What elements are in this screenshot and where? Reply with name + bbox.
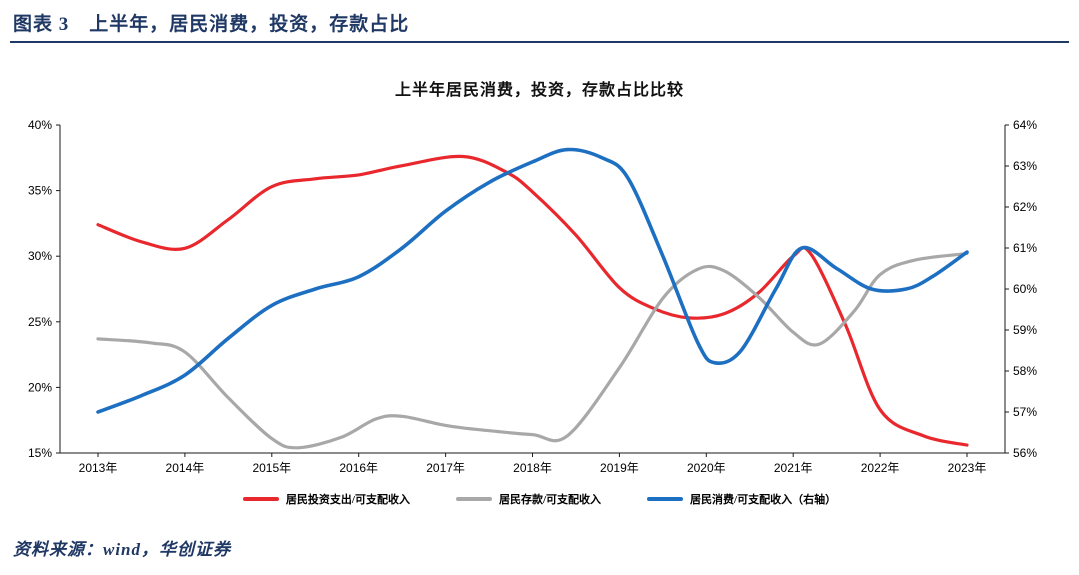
x-axis-tick-label: 2022年 [861, 461, 900, 475]
right-axis-tick-label: 60% [1013, 282, 1037, 296]
left-axis-tick-label: 30% [28, 249, 52, 263]
right-axis-tick-label: 62% [1013, 200, 1037, 214]
legend-label: 居民消费/可支配收入（右轴） [690, 494, 837, 506]
right-axis-tick-label: 58% [1013, 364, 1037, 378]
legend-item: 居民消费/可支配收入（右轴） [647, 491, 836, 507]
x-axis-tick-label: 2013年 [79, 461, 118, 475]
legend-line-swatch [455, 497, 492, 501]
chart-title: 上半年居民消费，投资，存款占比比较 [394, 82, 684, 99]
left-axis-tick-label: 15% [28, 446, 52, 460]
chart-legend: 居民投资支出/可支配收入 居民存款/可支配收入 居民消费/可支配收入（右轴） [0, 491, 1079, 507]
x-axis-tick-label: 2019年 [600, 461, 639, 475]
right-axis-tick-label: 64% [1013, 118, 1037, 132]
right-axis-tick-label: 56% [1013, 446, 1037, 460]
left-axis-tick-label: 25% [28, 315, 52, 329]
x-axis-tick-label: 2020年 [687, 461, 726, 475]
right-axis-tick-label: 57% [1013, 405, 1037, 419]
line-chart: 40% 35% 30% 25% 20% 15% 64% 63% 62% 61% 60% 59% 58% 5… [28, 118, 1037, 475]
legend-item: 居民投资支出/可支配收入 [242, 491, 410, 507]
header-divider [10, 41, 1069, 43]
x-axis-tick-label: 2016年 [339, 461, 378, 475]
x-axis-tick-label: 2014年 [166, 461, 205, 475]
x-axis-tick-label: 2021年 [774, 461, 813, 475]
left-axis-tick-label: 40% [28, 118, 52, 132]
left-axis-tick-label: 20% [28, 380, 52, 394]
figure-header-title: 图表 3 上半年，居民消费，投资，存款占比 [13, 14, 410, 35]
right-axis-tick-label: 59% [1013, 323, 1037, 337]
series-line-3 [96, 147, 969, 414]
left-axis-tick-label: 35% [28, 184, 52, 198]
legend-label: 居民投资支出/可支配收入 [285, 494, 410, 506]
x-axis-tick-label: 2015年 [252, 461, 291, 475]
x-axis-tick-label: 2023年 [948, 461, 987, 475]
series-line-2 [96, 252, 969, 450]
source-note: 资料来源：wind，华创证券 [13, 540, 232, 559]
right-axis-tick-label: 63% [1013, 159, 1037, 173]
right-axis-tick-label: 61% [1013, 241, 1037, 255]
x-axis-tick-label: 2018年 [513, 461, 552, 475]
legend-line-swatch [647, 497, 684, 501]
x-axis-tick-label: 2017年 [426, 461, 465, 475]
legend-label: 居民存款/可支配收入 [498, 494, 602, 506]
legend-item: 居民存款/可支配收入 [455, 491, 602, 507]
legend-line-swatch [242, 497, 279, 501]
series-line-1 [96, 154, 969, 447]
